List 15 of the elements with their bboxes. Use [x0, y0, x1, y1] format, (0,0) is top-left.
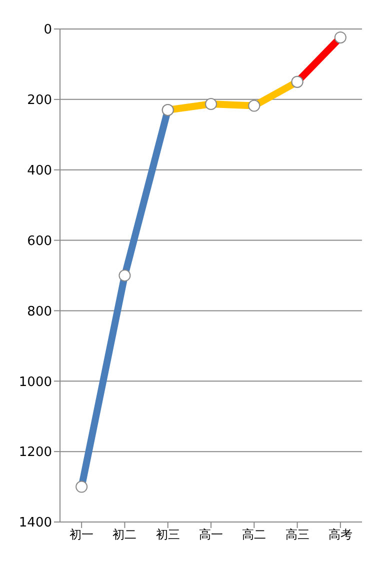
y-tick-label: 400: [27, 163, 52, 178]
y-tick-label: 1400: [18, 516, 52, 531]
y-tick-label: 200: [27, 93, 52, 108]
y-tick-label: 1000: [18, 374, 52, 390]
y-tick-label: 1200: [18, 445, 52, 460]
x-tick-label: 高二: [242, 528, 266, 542]
x-tick-label: 初三: [156, 528, 180, 542]
x-tick-label: 初二: [112, 528, 137, 542]
x-tick-label: 高一: [199, 528, 223, 542]
x-tick-label: 高考: [328, 528, 352, 542]
y-tick-label: 0: [44, 22, 52, 38]
y-tick-label: 600: [27, 234, 52, 249]
x-tick-label: 初一: [70, 528, 94, 542]
y-tick-label: 800: [27, 304, 52, 320]
x-tick-label: 高三: [285, 528, 310, 542]
